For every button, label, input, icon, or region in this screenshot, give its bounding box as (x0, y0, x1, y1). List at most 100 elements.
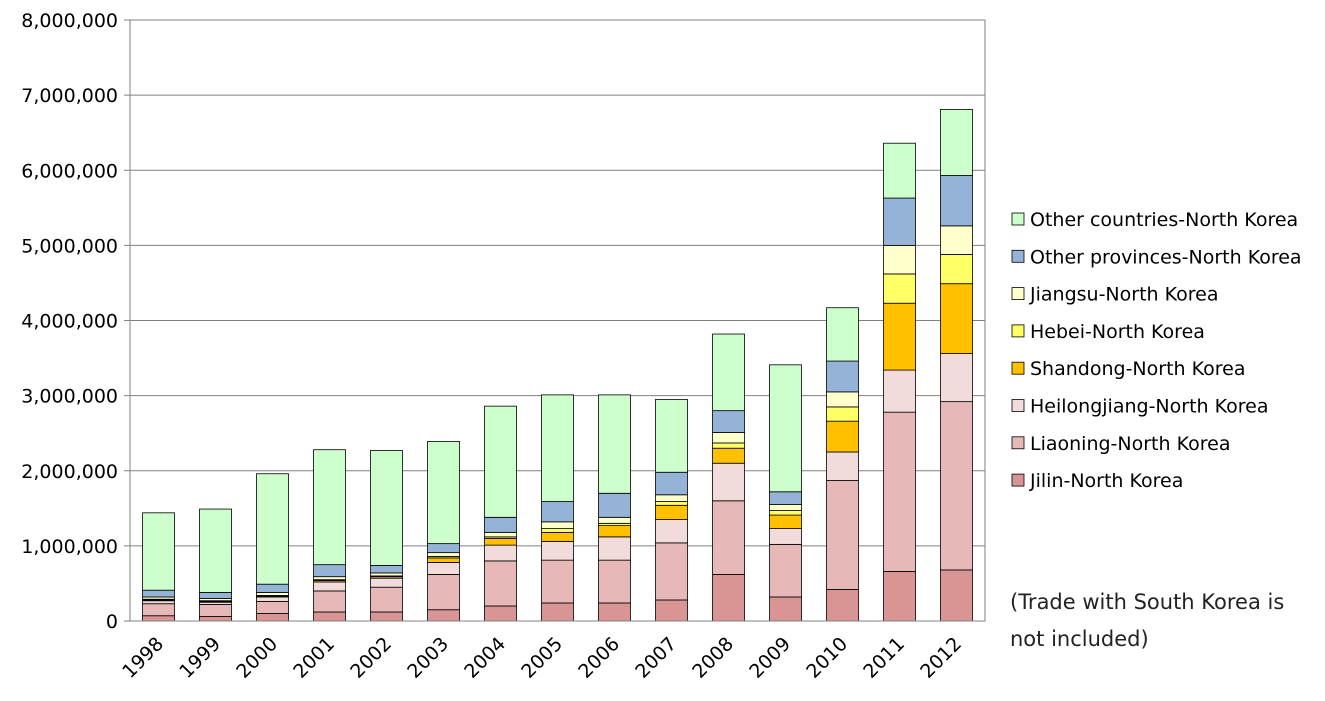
y-tick-label: 3,000,000 (21, 386, 118, 408)
bar-segment-heilongjiang-north-korea-2005 (541, 540, 574, 561)
bar-segment-jiangsu-north-korea-2001 (313, 576, 346, 581)
legend-swatch (1011, 473, 1025, 487)
bar-segment-other-countries-north-korea-2006 (598, 394, 631, 494)
bar-segment-jilin-north-korea-2012 (940, 569, 973, 622)
x-tick-label: 2008 (688, 633, 738, 683)
x-tick-label: 2012 (916, 633, 966, 683)
legend-label: Other countries-North Korea (1030, 209, 1298, 231)
y-tick-label: 4,000,000 (21, 311, 118, 333)
plot-area-frame (129, 19, 986, 622)
y-tick-label: 0 (106, 611, 118, 633)
bar-segment-jiangsu-north-korea-2011 (883, 244, 916, 275)
bar-segment-shandong-north-korea-2010 (826, 420, 859, 453)
bar-segment-jilin-north-korea-2009 (769, 596, 802, 622)
bar-segment-hebei-north-korea-2009 (769, 510, 802, 516)
bar-segment-heilongjiang-north-korea-2009 (769, 528, 802, 545)
bar-segment-jiangsu-north-korea-2002 (370, 572, 403, 577)
bar-segment-other-countries-north-korea-2004 (484, 405, 517, 518)
bar-segment-other-provinces-north-korea-2010 (826, 360, 859, 393)
legend-label: Liaoning-North Korea (1030, 433, 1230, 455)
x-tick-label: 2006 (574, 633, 624, 683)
bar-segment-other-provinces-north-korea-2003 (427, 543, 460, 554)
x-tick-label: 1999 (175, 633, 225, 683)
legend-swatch (1011, 212, 1025, 226)
bar-segment-liaoning-north-korea-1998 (142, 603, 175, 617)
legend-label: Jiangsu-North Korea (1029, 284, 1218, 306)
legend: Other countries-North Korea Other provinc… (1011, 209, 1302, 492)
bar-segment-shandong-north-korea-2011 (883, 302, 916, 371)
legend-label: Jilin-North Korea (1029, 470, 1183, 492)
bar-segment-other-countries-north-korea-2000 (256, 473, 289, 585)
bar-segment-heilongjiang-north-korea-2011 (883, 369, 916, 413)
bar-segment-liaoning-north-korea-2009 (769, 543, 802, 598)
bar-segment-other-countries-north-korea-1998 (142, 512, 175, 591)
bar-segment-jilin-north-korea-2006 (598, 602, 631, 622)
bar-segment-hebei-north-korea-2005 (541, 528, 574, 533)
legend-label: Shandong-North Korea (1030, 358, 1245, 380)
bar-segment-jiangsu-north-korea-2010 (826, 391, 859, 408)
bar-segment-hebei-north-korea-2008 (712, 442, 745, 449)
bar-segment-liaoning-north-korea-2005 (541, 559, 574, 604)
bar-segment-other-provinces-north-korea-2008 (712, 410, 745, 433)
bar-segment-other-provinces-north-korea-2002 (370, 565, 403, 574)
x-tick-label: 2004 (460, 633, 510, 683)
bar-segment-jilin-north-korea-2010 (826, 589, 859, 622)
bar-segment-liaoning-north-korea-2001 (313, 590, 346, 613)
bar-segment-jiangsu-north-korea-2008 (712, 432, 745, 444)
bar-segment-other-countries-north-korea-2001 (313, 449, 346, 566)
bar-segment-shandong-north-korea-2012 (940, 283, 973, 354)
bar-segment-other-provinces-north-korea-2005 (541, 501, 574, 523)
bar-segment-jilin-north-korea-2000 (256, 613, 289, 622)
bar-segment-shandong-north-korea-2008 (712, 447, 745, 464)
x-tick-label: 2009 (745, 633, 795, 683)
bar-segment-heilongjiang-north-korea-2003 (427, 562, 460, 575)
bar-segment-other-countries-north-korea-2012 (940, 108, 973, 176)
bar-segment-jilin-north-korea-2007 (655, 599, 688, 622)
bar-segment-hebei-north-korea-2007 (655, 501, 688, 506)
legend-swatch (1011, 399, 1025, 412)
y-tick-label: 5,000,000 (21, 235, 118, 257)
bar-segment-jiangsu-north-korea-2007 (655, 494, 688, 502)
x-axis-ticks: 1998 1999 2000 2001 2002 2003 2004 2005 2006 2007… (118, 633, 966, 683)
bar-segment-liaoning-north-korea-2006 (598, 559, 631, 604)
bar-segment-liaoning-north-korea-2010 (826, 480, 859, 590)
bar-segment-liaoning-north-korea-2000 (256, 601, 289, 614)
bar-segment-heilongjiang-north-korea-2001 (313, 581, 346, 592)
bar-segment-heilongjiang-north-korea-2010 (826, 451, 859, 481)
bar-segment-other-provinces-north-korea-1998 (142, 589, 175, 598)
x-tick-label: 2001 (289, 633, 339, 683)
bar-segment-heilongjiang-north-korea-2008 (712, 462, 745, 502)
x-tick-label: 2010 (802, 633, 852, 683)
y-tick-label: 6,000,000 (21, 160, 118, 182)
bar-segment-other-provinces-north-korea-2001 (313, 564, 346, 578)
bar-segment-jiangsu-north-korea-2006 (598, 516, 631, 524)
bar-segment-heilongjiang-north-korea-2007 (655, 519, 688, 544)
bar-segment-jilin-north-korea-1998 (142, 615, 175, 622)
x-tick-label: 2003 (403, 633, 453, 683)
bar-segment-liaoning-north-korea-2004 (484, 560, 517, 607)
bar-segment-liaoning-north-korea-2007 (655, 542, 688, 601)
bar-segment-jilin-north-korea-2003 (427, 609, 460, 622)
y-tick-label: 7,000,000 (21, 85, 118, 107)
bar-segment-heilongjiang-north-korea-1998 (142, 600, 175, 605)
bar-segment-liaoning-north-korea-1999 (199, 604, 232, 617)
bar-segment-liaoning-north-korea-2008 (712, 500, 745, 575)
x-tick-label: 2011 (859, 633, 909, 683)
bar-segment-jiangsu-north-korea-2005 (541, 521, 574, 529)
bar-segment-other-countries-north-korea-2010 (826, 307, 859, 362)
footnote: (Trade with South Korea is not included) (1010, 590, 1285, 651)
bar-segment-jiangsu-north-korea-2000 (256, 592, 289, 596)
bar-segment-other-countries-north-korea-2002 (370, 450, 403, 566)
bar-segment-other-provinces-north-korea-2000 (256, 583, 289, 593)
bar-segment-jilin-north-korea-2008 (712, 574, 745, 622)
bar-segment-heilongjiang-north-korea-2002 (370, 577, 403, 588)
bar-segment-other-countries-north-korea-2011 (883, 142, 916, 199)
legend-swatch (1011, 287, 1025, 301)
bar-segment-other-countries-north-korea-1999 (199, 508, 232, 593)
bar-segment-other-countries-north-korea-2003 (427, 441, 460, 545)
bar-segment-hebei-north-korea-2011 (883, 273, 916, 304)
x-tick-label: 2007 (631, 633, 681, 683)
bar-segment-other-provinces-north-korea-2012 (940, 175, 973, 227)
y-tick-label: 2,000,000 (21, 461, 118, 483)
